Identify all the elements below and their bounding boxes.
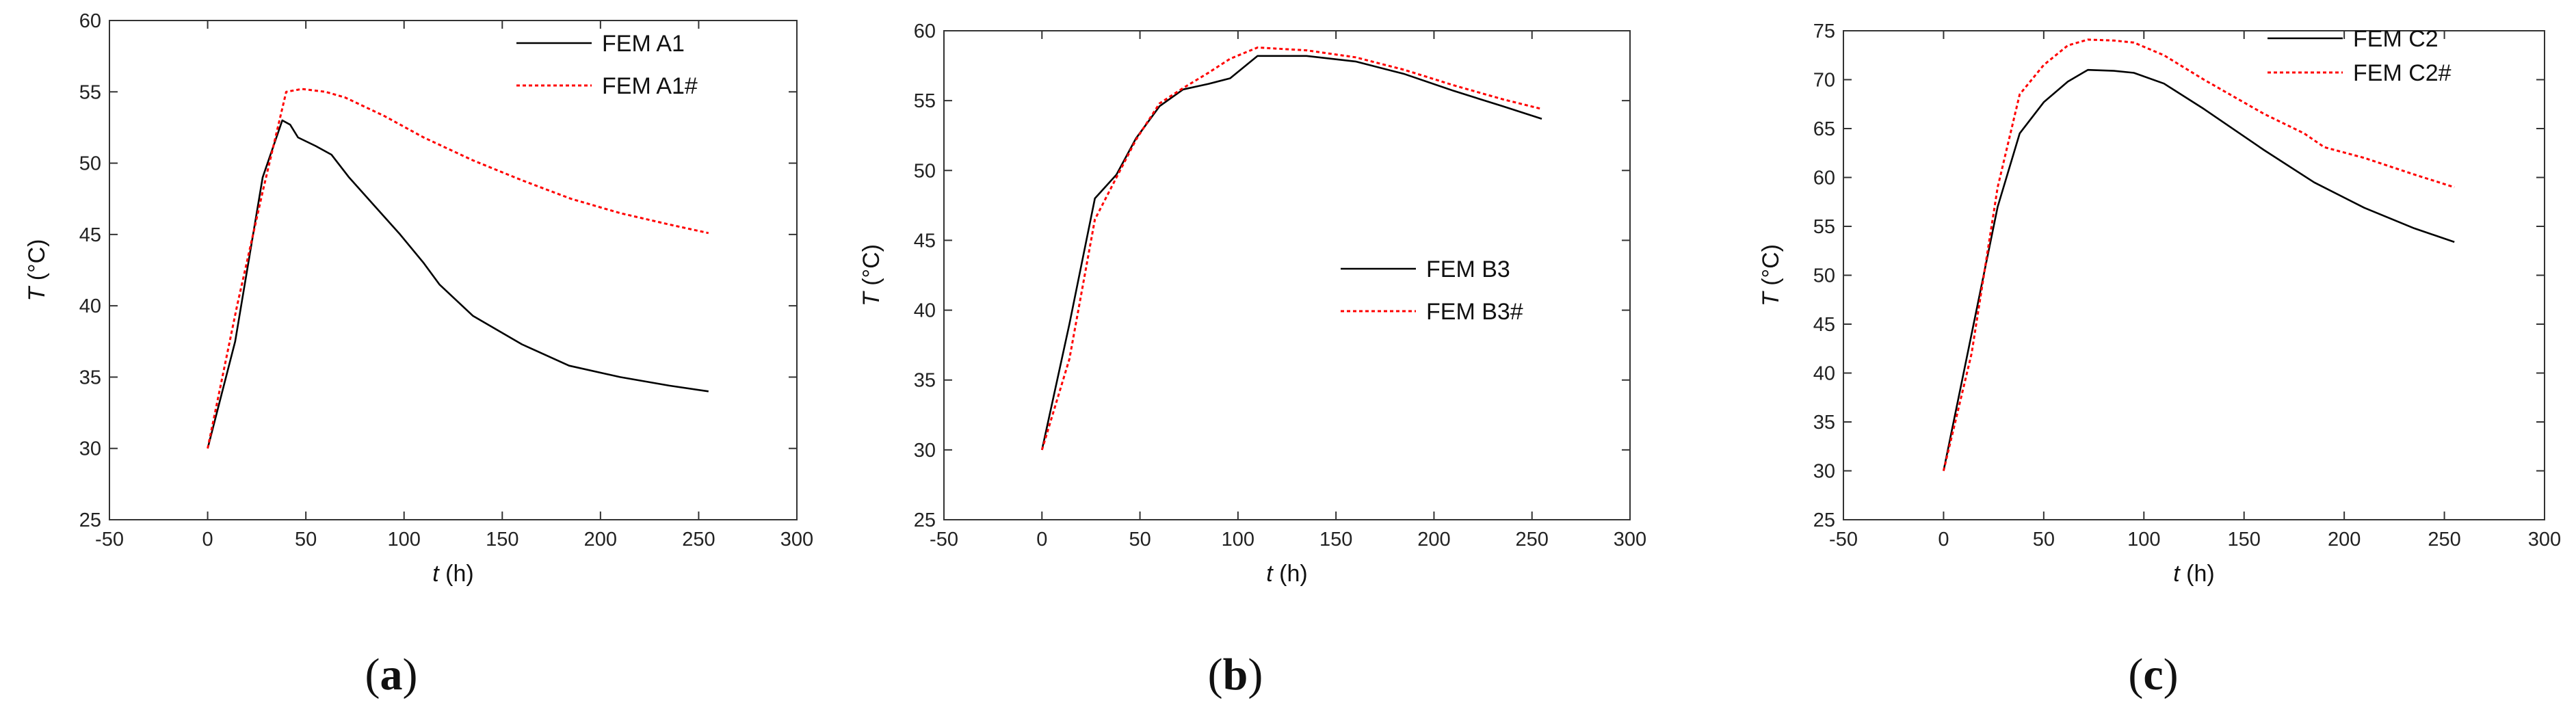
series-line-fem-c2: [1943, 68, 2455, 471]
y-tick-label: 45: [1813, 314, 1835, 336]
x-tick-label: 200: [1417, 529, 1450, 551]
y-tick-label: 35: [1813, 412, 1835, 434]
x-tick-label: 250: [2428, 529, 2460, 551]
x-tick-label: 50: [295, 529, 317, 551]
y-tick-label: 40: [79, 295, 101, 317]
y-tick-label: 60: [79, 10, 101, 32]
legend-label: FEM B3: [1426, 256, 1510, 282]
x-tick-label: 200: [584, 529, 617, 551]
legend-label: FEM A1: [602, 31, 685, 57]
x-tick-label: 50: [2033, 529, 2055, 551]
x-tick-label: 150: [1319, 529, 1352, 551]
series-line-fem-b3: [1041, 55, 1542, 451]
y-tick-label: 60: [1813, 168, 1835, 189]
y-tick-label: 60: [914, 21, 936, 42]
x-tick-label: -50: [1829, 529, 1858, 551]
y-tick-label: 50: [1813, 265, 1835, 287]
x-tick-label: 100: [388, 529, 421, 551]
x-tick-label: 100: [1222, 529, 1254, 551]
y-tick-label: 50: [914, 160, 936, 182]
y-tick-label: 25: [914, 509, 936, 531]
x-tick-label: 200: [2328, 529, 2361, 551]
series-line-fem-a1-: [207, 88, 709, 449]
y-tick-label: 55: [914, 90, 936, 112]
series-line-fem-c2-: [1942, 38, 2455, 471]
legend-label: FEM A1#: [602, 73, 698, 99]
y-axis-title: T (°C): [24, 239, 50, 301]
x-tick-label: 50: [1129, 529, 1151, 551]
x-tick-label: 0: [202, 529, 213, 551]
legend-label: FEM B3#: [1426, 299, 1523, 325]
y-tick-label: 45: [914, 230, 936, 252]
y-axis-title: T (°C): [858, 244, 884, 306]
x-tick-label: 300: [2528, 529, 2561, 551]
chart-panel-b: -50 0 50 100 150 200 250 300 25 30 35 40 45 50 55 60 t (…: [858, 21, 1646, 700]
series-line-fem-a1: [207, 119, 709, 449]
x-tick-label: 250: [1516, 529, 1549, 551]
legend-label: FEM C2: [2353, 26, 2439, 52]
y-tick-label: 55: [1813, 216, 1835, 238]
x-axis-title: t (h): [432, 561, 473, 587]
plot-frame: [943, 30, 1631, 520]
x-tick-label: -50: [95, 529, 124, 551]
y-tick-label: 55: [79, 81, 101, 103]
y-tick-label: 30: [914, 440, 936, 462]
y-tick-label: 50: [79, 153, 101, 175]
x-tick-label: 0: [1938, 529, 1949, 551]
legend-label: FEM C2#: [2353, 60, 2452, 86]
x-tick-label: 150: [2228, 529, 2261, 551]
panel-caption: (b): [1208, 650, 1263, 700]
series-line-fem-b3-: [1040, 47, 1542, 451]
y-tick-label: 25: [79, 509, 101, 531]
chart-panel-a: -50 0 50 100 150 200 250 300 25 30 35 40 45 50 55 60 t (…: [24, 10, 813, 700]
y-tick-label: 45: [79, 224, 101, 246]
x-tick-label: 250: [682, 529, 715, 551]
x-tick-label: -50: [930, 529, 958, 551]
y-tick-label: 35: [914, 370, 936, 392]
y-tick-label: 75: [1813, 21, 1835, 42]
x-tick-label: 0: [1036, 529, 1047, 551]
y-tick-label: 65: [1813, 118, 1835, 140]
y-tick-label: 30: [79, 438, 101, 460]
panel-caption: (a): [365, 650, 418, 700]
plot-frame: [109, 20, 798, 520]
y-axis-title: T (°C): [1758, 244, 1784, 306]
y-tick-label: 70: [1813, 70, 1835, 92]
y-tick-label: 30: [1813, 461, 1835, 483]
x-axis-title: t (h): [1266, 561, 1307, 587]
x-axis-title: t (h): [2173, 561, 2214, 587]
x-tick-label: 300: [1614, 529, 1646, 551]
y-tick-label: 40: [1813, 363, 1835, 385]
chart-panel-c: -50 0 50 100 150 200 250 300 25 30 35 40 45 50 55 60 65 7…: [1758, 21, 2561, 700]
y-tick-label: 25: [1813, 509, 1835, 531]
x-tick-label: 100: [2127, 529, 2160, 551]
y-tick-label: 40: [914, 300, 936, 322]
x-tick-label: 300: [780, 529, 813, 551]
panel-caption: (c): [2128, 650, 2178, 700]
x-tick-label: 150: [486, 529, 518, 551]
y-tick-label: 35: [79, 367, 101, 388]
